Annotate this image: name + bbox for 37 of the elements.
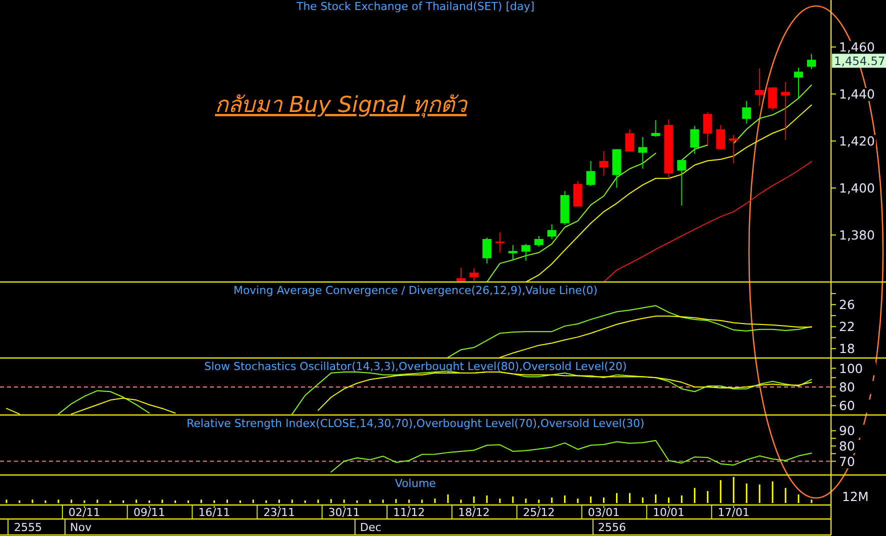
x-tick-label: 25/12 — [523, 506, 555, 519]
y-tick-label: 80 — [839, 438, 855, 454]
x-tick-label: 17/01 — [718, 506, 750, 519]
y-tick-label: 22 — [839, 319, 855, 334]
y-tick-label: 26 — [839, 297, 855, 312]
text: 2556 — [598, 521, 626, 534]
annotation: กลับมา Buy Signal ทุกตัว — [215, 93, 469, 118]
y-tick-label: 100 — [839, 360, 863, 376]
text: Nov — [70, 521, 92, 534]
chart-title: Volume — [395, 477, 436, 490]
x-tick-label: 30/11 — [328, 506, 360, 519]
y-tick-label: 1,440 — [839, 86, 875, 102]
y-tick-label: 1,460 — [839, 40, 875, 54]
y-tick-label: 18 — [839, 341, 855, 356]
text: Dec — [360, 521, 382, 534]
y-tick-label: 60 — [839, 398, 855, 414]
y-tick-label: 80 — [839, 379, 855, 394]
chart-title: The Stock Exchange of Thailand(SET) [day] — [295, 0, 535, 13]
x-tick-label: 18/12 — [458, 506, 490, 519]
x-tick-label: 09/11 — [133, 506, 166, 519]
text: 12M — [842, 489, 869, 504]
x-tick-label: 23/11 — [263, 506, 296, 519]
chart-title: Slow Stochastics Oscillator(14,3,3),Overbought Level(80),Oversold Level(20) — [204, 360, 627, 373]
text: 1,454.57 — [834, 54, 886, 68]
y-tick-label: 90 — [839, 423, 855, 438]
x-tick-label: 03/01 — [588, 506, 620, 519]
y-tick-label: 70 — [839, 454, 855, 469]
chart-title: Moving Average Convergence / Divergence(26,12,9),Value Line(0) — [233, 284, 598, 297]
text: 2555 — [14, 521, 42, 534]
chart-title: Relative Strength Index(CLOSE,14,30,70),Overbought Level(70),Oversold Level(30) — [186, 417, 644, 430]
x-tick-label: 10/01 — [652, 506, 685, 519]
x-tick-label: 16/11 — [198, 506, 230, 519]
y-tick-label: 1,400 — [839, 180, 875, 196]
x-tick-label: 02/11 — [68, 506, 100, 519]
y-tick-label: 1,420 — [839, 134, 875, 148]
y-tick-label: 1,380 — [839, 228, 875, 242]
x-tick-label: 11/12 — [393, 506, 425, 519]
